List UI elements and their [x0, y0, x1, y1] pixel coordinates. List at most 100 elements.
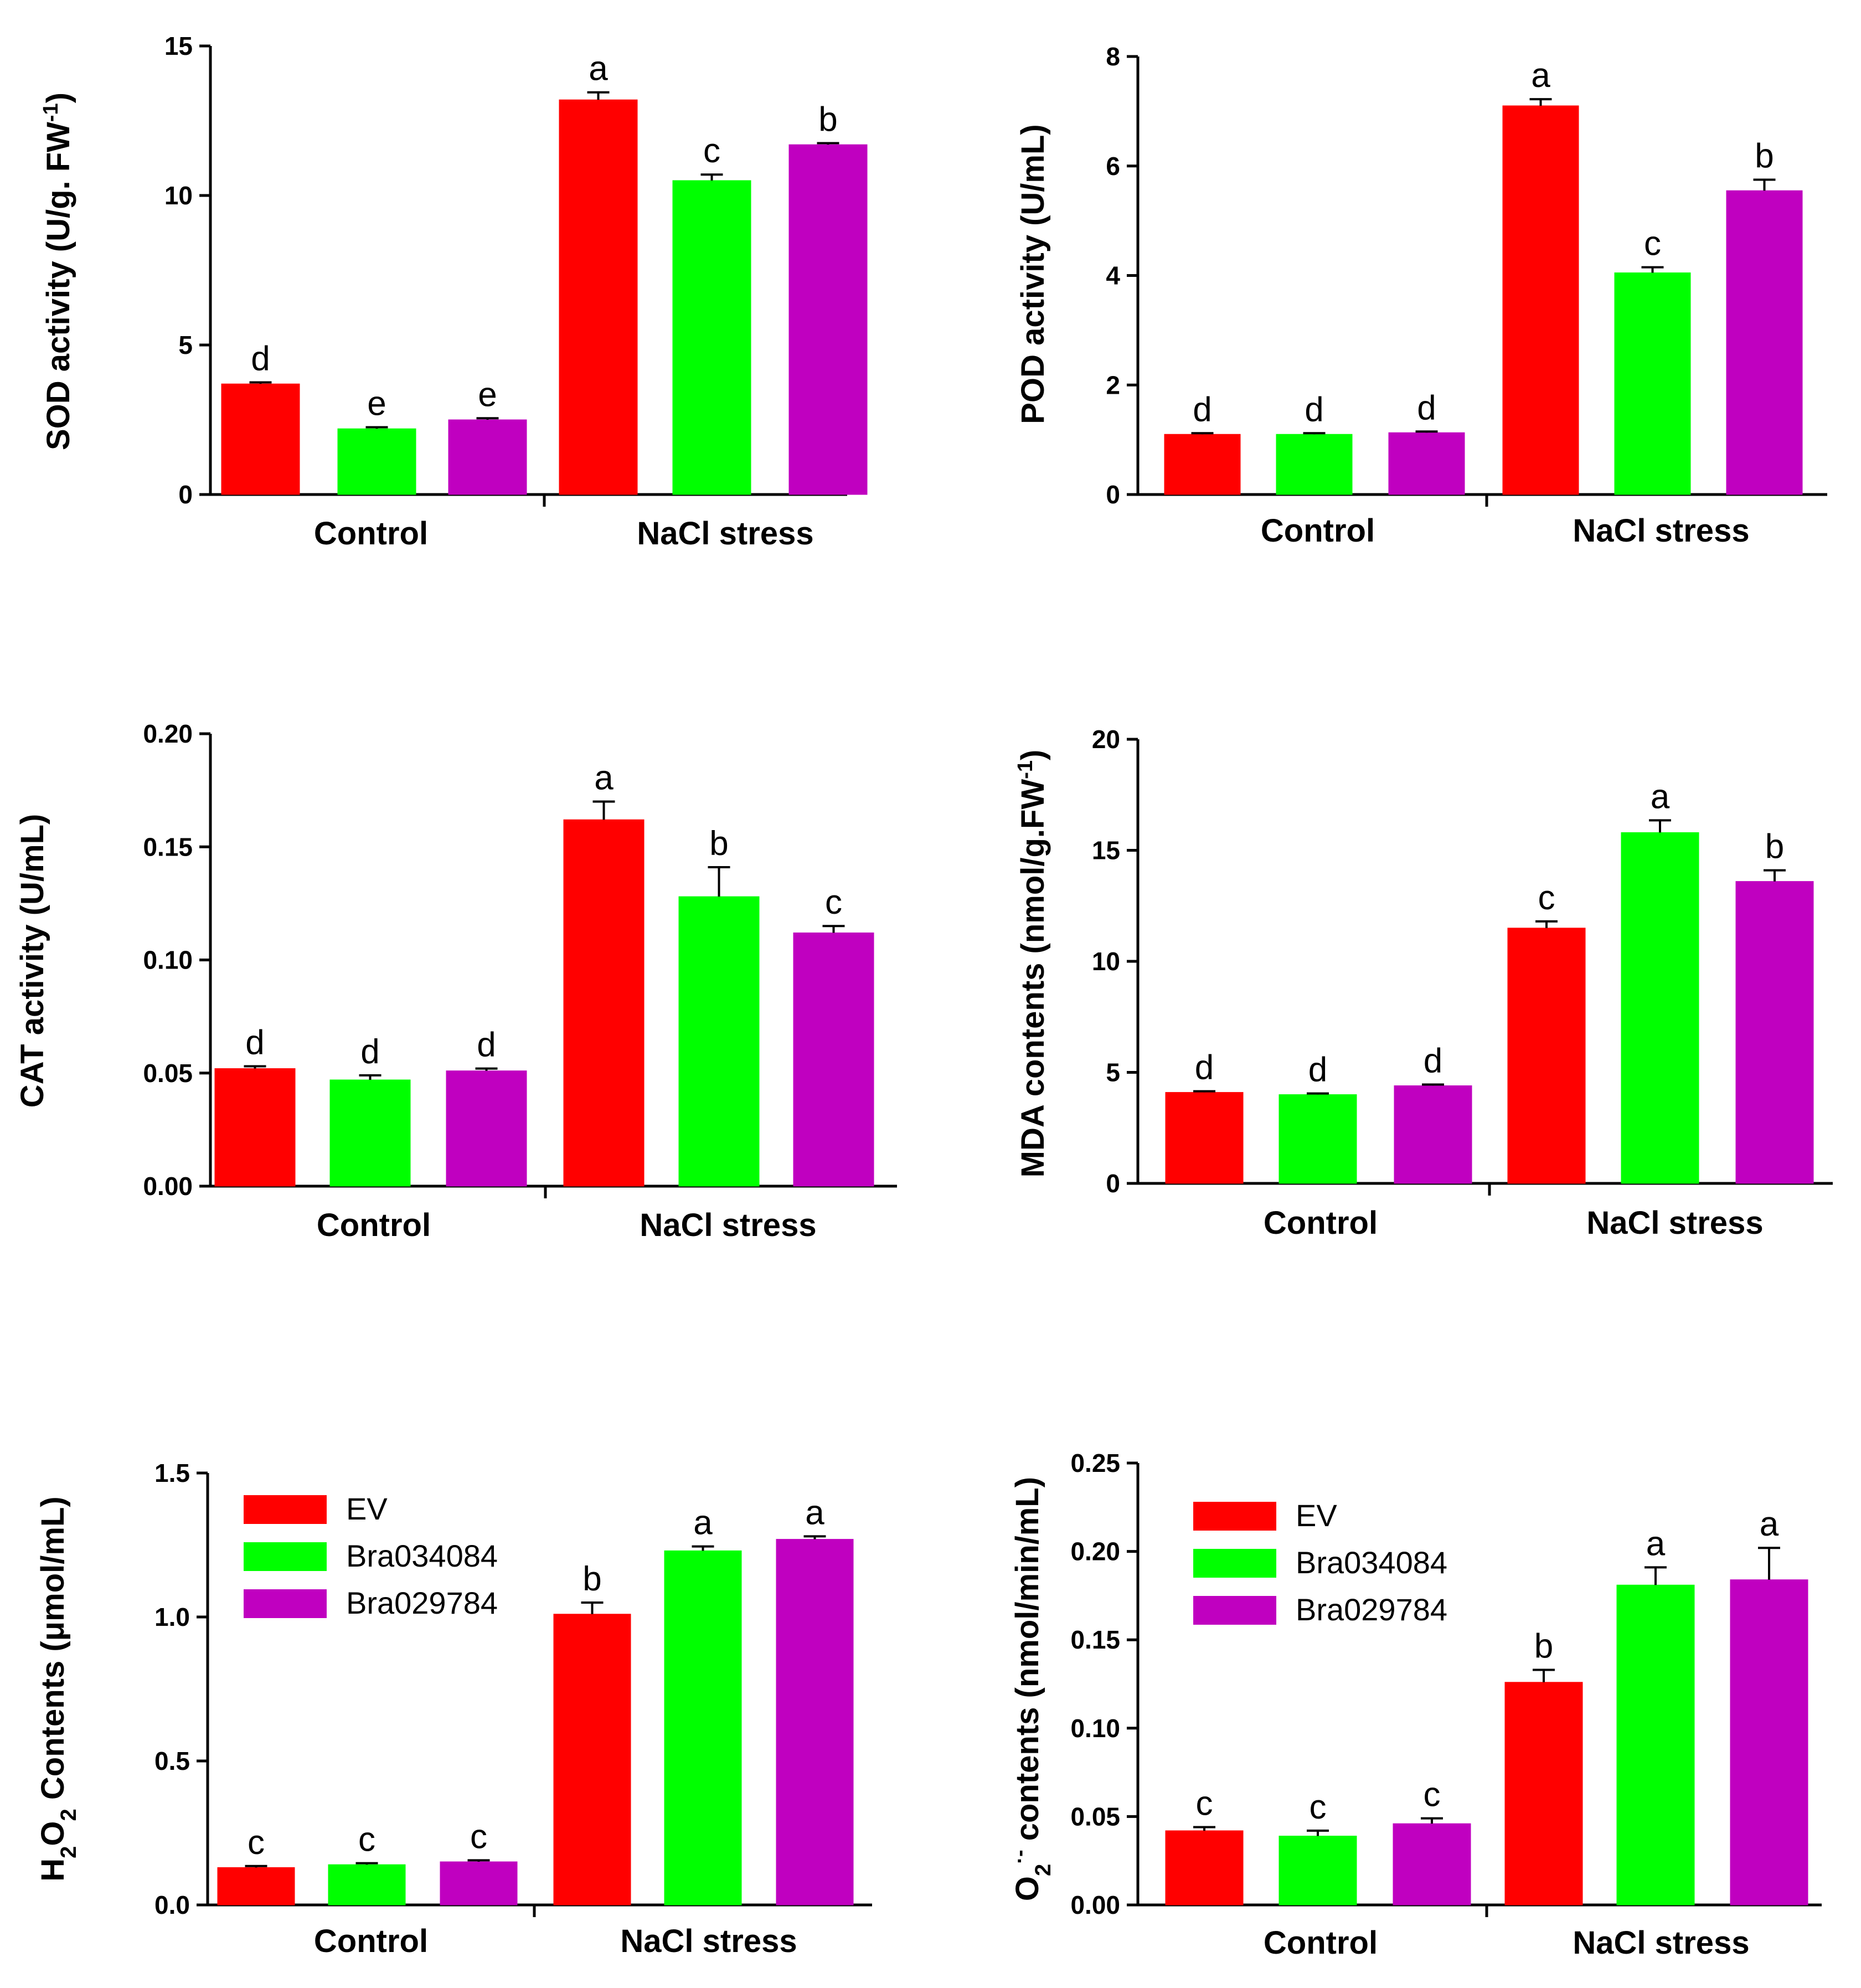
significance-label: d [251, 340, 270, 378]
bar-ev-control [1165, 1092, 1244, 1184]
significance-label: c [1424, 1776, 1441, 1814]
legend-swatch-ev [1193, 1502, 1276, 1531]
bar-bra034084-nacl-stress [1621, 832, 1699, 1184]
significance-label: b [582, 1560, 601, 1598]
legend-swatch-bra029784 [1193, 1596, 1276, 1625]
y-tick-label: 0.10 [1070, 1714, 1120, 1743]
bar-bra034084-control [1276, 434, 1353, 495]
significance-label: d [1424, 1042, 1442, 1080]
y-tick-label: 0.0 [154, 1891, 190, 1919]
bar-bra034084-nacl-stress [1616, 1584, 1695, 1905]
bar-bra029784-nacl-stress [776, 1539, 854, 1905]
significance-label: b [1755, 137, 1774, 175]
bar-bra034084-control [329, 1079, 411, 1187]
bar-bra034084-control [1279, 1836, 1357, 1905]
ylabel-tail: contents (nmol/min/mL) [1009, 1477, 1045, 1850]
bar-bra029784-control [1393, 1823, 1471, 1905]
x-group-label: NaCl stress [620, 1923, 797, 1959]
significance-label: a [693, 1504, 713, 1542]
x-group-label: Control [1264, 1925, 1378, 1961]
y-tick-label: 0.00 [1070, 1891, 1120, 1919]
y-axis-label: O2·- contents (nmol/min/mL) [1008, 1477, 1055, 1901]
chart-panel-2: 0 2 4 6 8 Control NaCl stress POD activity (U/m… [1015, 42, 1827, 549]
y-tick-label: 0.10 [143, 946, 193, 975]
bar-bra029784-control [1388, 432, 1465, 495]
significance-label: e [478, 375, 497, 414]
x-group-label: Control [1261, 513, 1375, 549]
ylabel-tail: ) [40, 92, 76, 103]
y-tick-label: 0.05 [1070, 1802, 1120, 1831]
bar-ev-control [1164, 434, 1241, 495]
bar-ev-control [1165, 1830, 1244, 1905]
significance-label: d [1308, 1051, 1327, 1089]
chart-panel-4: 0 5 10 15 20 Control NaCl stress MDA contents (… [1014, 725, 1833, 1241]
y-axis-label: SOD activity (U/g. FW-1) [39, 92, 76, 450]
legend-swatch-bra029784 [244, 1589, 327, 1618]
bar-ev-control [217, 1867, 295, 1905]
significance-label: b [818, 101, 837, 139]
y-tick-label: 0.25 [1070, 1449, 1120, 1477]
y-tick-label: 0.05 [143, 1059, 193, 1088]
legend-swatch-bra034084 [244, 1542, 327, 1571]
bar-bra034084-control [337, 428, 416, 495]
x-group-label: NaCl stress [1586, 1205, 1763, 1241]
bar-ev-nacl-stress [563, 819, 645, 1187]
significance-label: b [1534, 1627, 1553, 1665]
x-group-label: Control [314, 1923, 428, 1959]
y-tick-label: 1.5 [154, 1459, 190, 1487]
bar-bra034084-nacl-stress [672, 180, 751, 495]
bar-ev-nacl-stress [553, 1614, 631, 1905]
x-group-label: NaCl stress [640, 1207, 816, 1243]
y-tick-label: 8 [1106, 42, 1120, 71]
ylabel-mid: O [35, 1821, 71, 1846]
significance-label: a [594, 759, 614, 797]
bar-bra029784-nacl-stress [788, 144, 868, 495]
y-tick-label: 15 [1092, 836, 1120, 865]
legend-swatch-bra034084 [1193, 1549, 1276, 1578]
x-group-label: Control [314, 516, 428, 552]
significance-label: c [1644, 225, 1661, 263]
y-tick-label: 0.5 [154, 1747, 190, 1775]
ylabel-tail: Contents (μmol/mL) [35, 1496, 71, 1809]
bar-ev-control [221, 383, 300, 495]
bar-bra034084-control [328, 1864, 406, 1905]
legend-label-bra034084: Bra034084 [1296, 1545, 1447, 1580]
significance-label: c [825, 883, 842, 921]
bar-bra034084-nacl-stress [1614, 272, 1691, 495]
y-tick-label: 5 [178, 331, 193, 359]
significance-label: c [1196, 1785, 1213, 1823]
x-group-label: Control [1264, 1205, 1378, 1241]
significance-label: b [1765, 828, 1784, 866]
bar-bra029784-control [446, 1070, 527, 1187]
significance-label: c [1310, 1788, 1327, 1826]
bar-bra029784-control [1394, 1085, 1472, 1184]
bar-bra034084-control [1279, 1094, 1357, 1184]
y-axis-label: H2O2 Contents (μmol/mL) [35, 1496, 81, 1881]
y-tick-label: 0.20 [1070, 1537, 1120, 1566]
significance-label: d [1193, 390, 1212, 429]
significance-label: d [1417, 389, 1436, 427]
significance-label: d [360, 1033, 379, 1071]
significance-label: d [1305, 390, 1323, 429]
bar-bra029784-control [448, 419, 527, 495]
bar-ev-control [214, 1068, 296, 1187]
legend-label-ev: EV [346, 1491, 388, 1526]
bar-bra029784-control [440, 1861, 518, 1905]
chart-panel-1: 0 5 10 15 Control NaCl stress SOD activity (U/… [39, 32, 868, 552]
ylabel-main: SOD activity (U/g. FW [40, 122, 76, 450]
y-tick-label: 20 [1092, 725, 1120, 754]
significance-label: e [367, 385, 386, 423]
ylabel-superscript: ·- [1008, 1850, 1032, 1863]
bar-ev-nacl-stress [1507, 928, 1586, 1184]
legend-label-ev: EV [1296, 1498, 1337, 1533]
legend-label-bra034084: Bra034084 [346, 1538, 498, 1573]
y-axis-label: MDA contents (nmol/g.FW-1) [1014, 750, 1051, 1178]
ylabel-superscript: -1 [39, 103, 63, 122]
y-tick-label: 10 [1092, 947, 1120, 976]
y-tick-label: 0 [1106, 480, 1120, 509]
bar-bra034084-nacl-stress [664, 1550, 742, 1905]
bar-bra034084-nacl-stress [678, 896, 760, 1187]
y-tick-label: 15 [164, 32, 193, 60]
